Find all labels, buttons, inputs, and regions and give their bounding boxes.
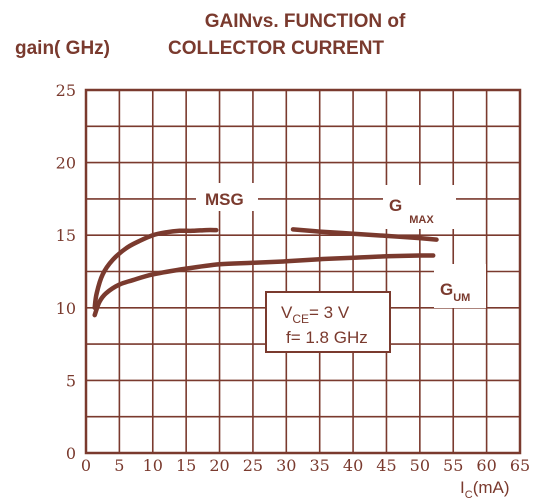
x-tick-label: 60: [476, 456, 496, 475]
x-tick-label: 45: [376, 456, 396, 475]
x-tick-label: 10: [143, 456, 163, 475]
grid: [86, 90, 520, 453]
x-tick-label: 35: [310, 456, 330, 475]
gmax-label-sub: MAX: [409, 214, 434, 226]
x-axis-label: IC(mA): [460, 478, 510, 500]
series-line-msg: [92, 227, 219, 311]
condition-vce-sub: CE: [292, 312, 309, 326]
condition-box: [265, 291, 391, 353]
chart-title-line1: GAINvs. FUNCTION of: [205, 11, 406, 32]
y-tick-label: 15: [56, 226, 76, 245]
condition-vce-value: = 3 V: [309, 303, 350, 322]
gum-label-sub: UM: [453, 292, 470, 304]
x-tick-label: 20: [209, 456, 229, 475]
series-label-msg: MSG: [205, 190, 244, 209]
series-line-gmax: [290, 227, 439, 242]
gum-label-bg: [434, 264, 486, 308]
series-curves: [92, 227, 439, 318]
x-tick-label: 50: [410, 456, 430, 475]
x-tick-label: 25: [243, 456, 263, 475]
x-tick-label: 55: [443, 456, 463, 475]
y-tick-label: 0: [66, 444, 76, 463]
chart-title-line2: COLLECTOR CURRENT: [168, 38, 384, 59]
y-axis-label: gain( GHz): [15, 38, 110, 59]
y-tick-label: 10: [56, 299, 76, 318]
x-tick-label: 0: [81, 456, 91, 475]
series-label-gum: GUM: [440, 280, 470, 304]
x-tick-label: 5: [114, 456, 124, 475]
series-label-gmax: G MAX: [389, 196, 434, 226]
gum-label-main: G: [440, 280, 453, 299]
msg-label-bg: [196, 183, 258, 211]
x-axis-label-main: I: [460, 478, 465, 497]
gmax-label-bg: [383, 185, 456, 229]
y-tick-label: 25: [56, 81, 76, 100]
y-tick-label: 5: [66, 371, 76, 390]
x-tick-label: 30: [276, 456, 296, 475]
x-axis-label-unit: (mA): [473, 478, 510, 497]
x-tick-label: 40: [343, 456, 363, 475]
condition-frequency: f= 1.8 GHz: [286, 328, 368, 347]
x-tick-label: 15: [176, 456, 196, 475]
x-tick-label: 65: [510, 456, 530, 475]
gmax-label-main: G: [389, 196, 402, 215]
tick-labels: 0 5 10 15 20 25 30 35 40 45 50 55 60 65 0 5 10 15 20 25: [56, 81, 531, 475]
series-line-gum: [92, 253, 436, 318]
condition-vce: VCE= 3 V: [281, 303, 350, 326]
y-tick-label: 20: [56, 154, 76, 173]
condition-vce-main: V: [281, 303, 293, 322]
x-axis-label-sub: C: [465, 489, 473, 500]
plot-frame: [84, 88, 522, 455]
